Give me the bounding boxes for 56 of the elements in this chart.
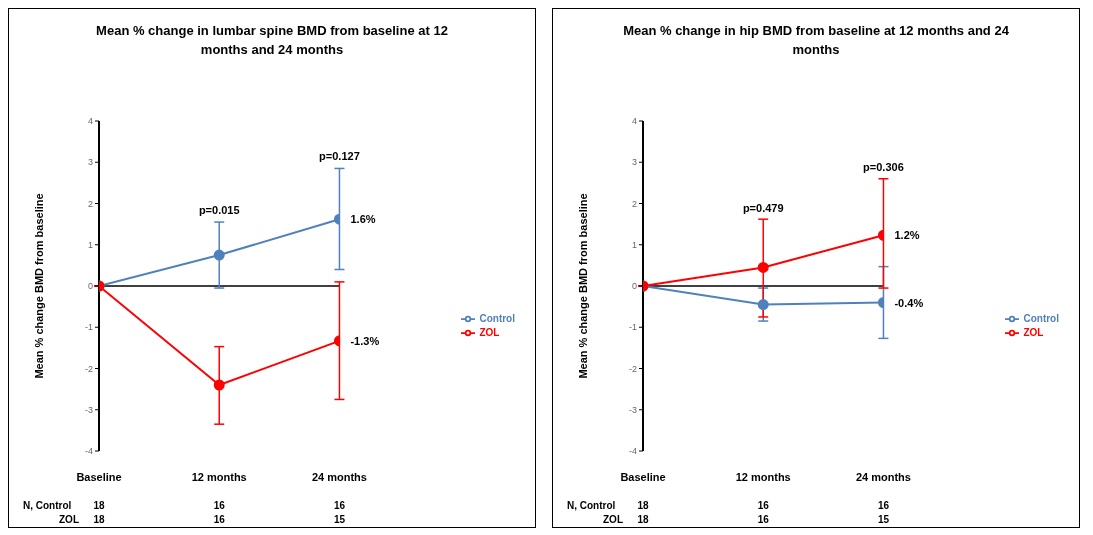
annotation: p=0.479 xyxy=(742,201,784,214)
y-tick-label: 4 xyxy=(631,116,637,127)
data-label: 1.2% xyxy=(894,229,920,242)
legend-label: ZOL xyxy=(479,326,500,338)
annotation: p=0.127 xyxy=(319,150,360,163)
chart-title: Mean % change in lumbar spine BMD from baseline at 12 months and 24 months xyxy=(95,22,449,59)
y-tick-label: 1 xyxy=(87,239,93,250)
y-tick-label: -3 xyxy=(628,404,637,415)
text: 18 xyxy=(93,514,105,525)
chart-title: Mean % change in hip BMD from baseline at 12 months and 24 months xyxy=(622,22,1010,59)
text: N, Control xyxy=(23,500,72,511)
text: 15 xyxy=(877,514,890,525)
text: 18 xyxy=(93,500,105,511)
y-tick-label: -4 xyxy=(84,446,93,457)
text: ZOL xyxy=(59,514,79,525)
y-tick-label: 0 xyxy=(87,281,93,292)
y-tick-label: -3 xyxy=(84,404,93,415)
x-tick-label: Baseline xyxy=(620,470,666,483)
y-tick-label: -1 xyxy=(84,322,93,333)
text: 16 xyxy=(333,500,346,511)
legend-label: Control xyxy=(479,312,515,324)
text: 16 xyxy=(757,514,770,525)
text: 15 xyxy=(333,514,346,525)
x-tick-label: 24 months xyxy=(855,470,911,483)
y-tick-label: 0 xyxy=(631,281,637,292)
text: 18 xyxy=(637,500,649,511)
text: 18 xyxy=(637,514,649,525)
text: ZOL xyxy=(603,514,623,525)
text: N, Control xyxy=(567,500,616,511)
y-tick-label: 1 xyxy=(631,239,637,250)
annotation: p=0.306 xyxy=(863,160,904,173)
text: 16 xyxy=(213,514,226,525)
y-tick-label: -1 xyxy=(628,322,637,333)
legend-label: Control xyxy=(1023,312,1059,324)
text: 16 xyxy=(877,500,890,511)
y-tick-label: -2 xyxy=(628,363,637,374)
data-label: 1.6% xyxy=(350,213,376,226)
x-tick-label: 24 months xyxy=(311,470,367,483)
y-tick-label: 2 xyxy=(631,198,637,209)
y-tick-label: 3 xyxy=(87,157,93,168)
y-tick-label: 4 xyxy=(87,116,93,127)
y-tick-label: -2 xyxy=(84,363,93,374)
x-tick-label: 12 months xyxy=(735,470,791,483)
data-label: -1.3% xyxy=(350,334,380,347)
text: 16 xyxy=(757,500,770,511)
y-axis-title: Mean % change BMD from baseline xyxy=(32,193,45,379)
y-tick-label: -4 xyxy=(628,446,637,457)
legend-label: ZOL xyxy=(1023,326,1044,338)
text: 16 xyxy=(213,500,226,511)
y-tick-label: 3 xyxy=(631,157,637,168)
x-tick-label: Baseline xyxy=(76,470,122,483)
y-axis-title: Mean % change BMD from baseline xyxy=(576,193,589,379)
y-tick-label: 2 xyxy=(87,198,93,209)
x-tick-label: 12 months xyxy=(191,470,247,483)
annotation: p=0.015 xyxy=(198,204,240,216)
data-label: -0.4% xyxy=(894,296,924,309)
